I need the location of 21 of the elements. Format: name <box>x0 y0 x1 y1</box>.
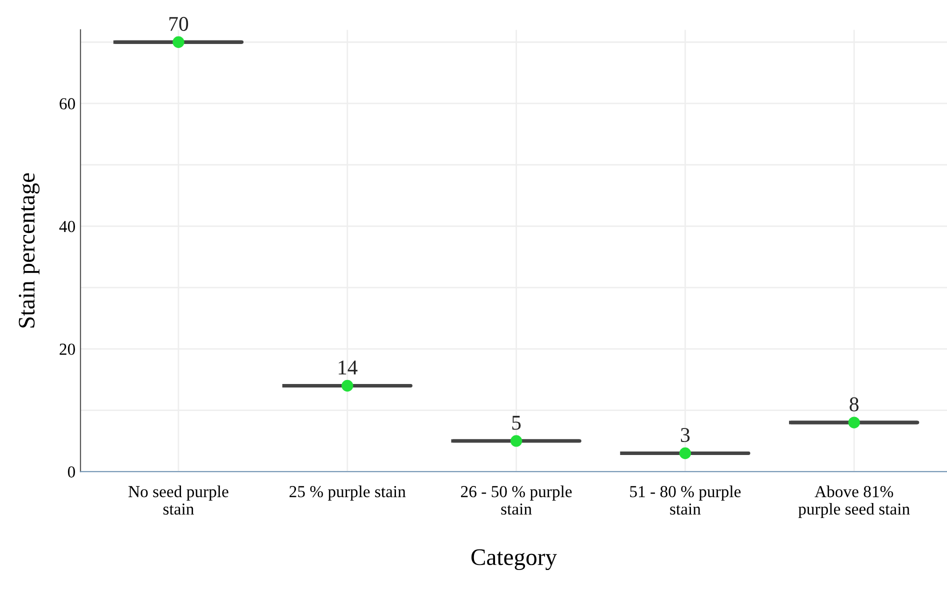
data-label: 3 <box>680 428 690 442</box>
x-tick-label: 51 - 80 % purple stain <box>630 486 741 515</box>
x-tick-label: 25 % purple stain <box>290 486 406 501</box>
x-tick-label: 26 - 50 % purple stain <box>461 486 572 515</box>
y-tick-label: 0 <box>68 466 75 478</box>
data-label: 8 <box>850 397 859 412</box>
point <box>342 380 354 392</box>
point <box>679 447 692 460</box>
y-tick-label: 20 <box>60 344 75 355</box>
point <box>848 416 860 428</box>
point <box>510 435 522 447</box>
x-tick-label: Above 81% purple seed stain <box>798 486 910 518</box>
data-label: 14 <box>338 360 358 374</box>
x-axis-title: Category <box>471 549 557 570</box>
data-label: 5 <box>512 416 521 430</box>
y-tick-label: 40 <box>59 220 75 232</box>
y-tick-label: 60 <box>60 98 75 110</box>
y-axis-title: Stain percentage <box>18 173 40 328</box>
x-tick-label: No seed purple stain <box>128 486 228 515</box>
data-label: 70 <box>169 16 188 31</box>
point <box>172 36 184 48</box>
